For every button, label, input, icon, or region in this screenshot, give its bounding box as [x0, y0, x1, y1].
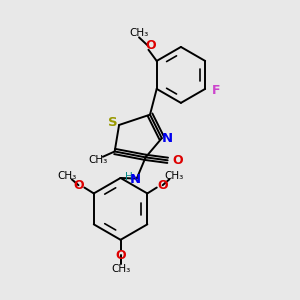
- Text: O: O: [146, 39, 156, 52]
- Text: CH₃: CH₃: [129, 28, 149, 38]
- Text: H: H: [124, 172, 132, 182]
- Text: O: O: [73, 179, 84, 192]
- Text: CH₃: CH₃: [89, 155, 108, 165]
- Text: N: N: [130, 172, 141, 186]
- Text: CH₃: CH₃: [165, 171, 184, 181]
- Text: N: N: [162, 132, 173, 145]
- Text: S: S: [108, 116, 118, 129]
- Text: O: O: [115, 249, 126, 262]
- Text: CH₃: CH₃: [111, 264, 130, 274]
- Text: CH₃: CH₃: [57, 171, 76, 181]
- Text: O: O: [157, 179, 168, 192]
- Text: F: F: [212, 84, 220, 97]
- Text: O: O: [172, 154, 183, 167]
